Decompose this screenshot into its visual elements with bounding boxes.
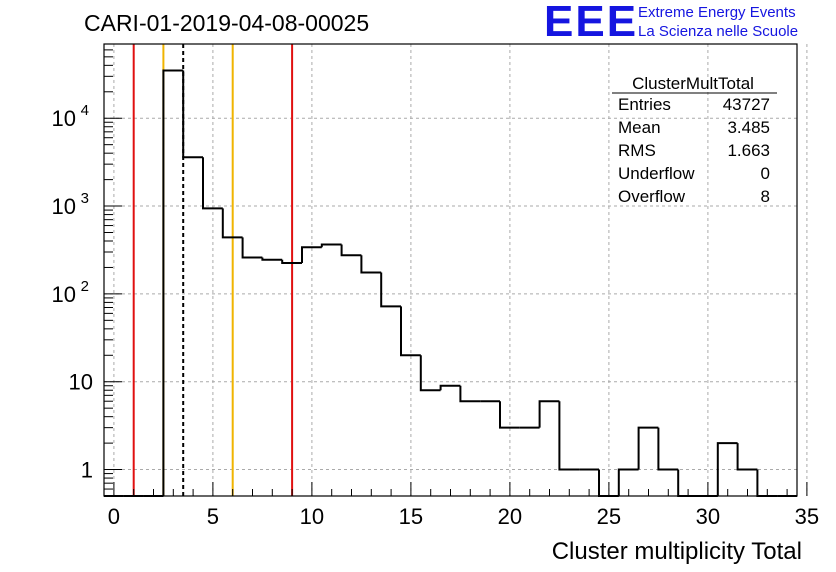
x-tick-label: 30 <box>696 504 720 529</box>
stats-row-label: Mean <box>618 118 661 137</box>
axis-layer: 0 5 10 15 20 25 30 35 1 10 10 2 10 3 10 4 <box>52 43 819 529</box>
logo-line-1: Extreme Energy Events <box>638 4 796 21</box>
histogram-bin <box>261 257 283 261</box>
histogram-bin <box>301 246 322 263</box>
histogram-bin <box>558 401 580 471</box>
stats-title: ClusterMultTotal <box>632 74 754 93</box>
eee-logo: EEE Extreme Energy Events La Scienza nel… <box>544 0 834 46</box>
y-tick-label: 1 <box>81 458 93 483</box>
y-tick-exponent: 2 <box>81 278 89 295</box>
histogram-bin <box>499 401 520 429</box>
stats-row-value: 8 <box>761 187 770 206</box>
x-tick-label: 15 <box>399 504 423 529</box>
histogram-bin <box>439 384 461 391</box>
x-tick-label: 0 <box>108 504 120 529</box>
histogram-bin <box>340 244 362 257</box>
x-tick-label: 5 <box>207 504 219 529</box>
grid-layer <box>104 44 808 496</box>
histogram-bin <box>716 442 738 496</box>
x-tick-label: 10 <box>300 504 324 529</box>
histogram-bin <box>360 255 382 274</box>
histogram-bin <box>736 443 758 471</box>
stats-row-label: Entries <box>618 95 671 114</box>
stats-row-value: 43727 <box>723 95 770 114</box>
stats-row-value: 3.485 <box>727 118 770 137</box>
y-tick-exponent: 4 <box>81 102 89 119</box>
histogram-bin <box>241 237 263 259</box>
logo-mark: EEE <box>544 0 639 46</box>
x-tick-label: 20 <box>498 504 522 529</box>
histogram-bin <box>459 385 481 403</box>
logo-line-2: La Scienza nelle Scuole <box>638 23 799 40</box>
histogram-bin <box>320 243 342 248</box>
y-tick-exponent: 3 <box>81 190 89 207</box>
x-tick-label: 25 <box>597 504 621 529</box>
histogram-bin <box>202 157 223 210</box>
y-tick-label: 10 <box>69 370 93 395</box>
histogram-bin <box>637 426 659 470</box>
histogram-bin <box>617 468 639 496</box>
histogram-bin <box>182 70 203 159</box>
stats-box: ClusterMultTotal Cluster multiplicity To… <box>552 74 802 565</box>
histogram-bin <box>281 259 302 264</box>
stats-row-value: 0 <box>761 164 770 183</box>
histogram-bin <box>419 355 441 392</box>
y-tick-label: 10 <box>52 282 76 307</box>
y-tick-label: 10 <box>52 194 76 219</box>
x-tick-label: 35 <box>795 504 819 529</box>
x-axis-label: Cluster multiplicity Total <box>552 538 802 565</box>
stats-row-label: Overflow <box>618 187 686 206</box>
y-tick-label: 10 <box>52 106 76 131</box>
histogram-bin <box>380 272 401 308</box>
histogram-bin <box>221 208 243 239</box>
histogram-bin <box>657 427 679 471</box>
histogram-bin <box>162 69 184 496</box>
chart-title: CARI-01-2019-04-08-00025 <box>84 10 370 36</box>
stats-row-label: RMS <box>618 141 656 160</box>
histogram-bin <box>400 306 421 357</box>
histogram-layer <box>104 69 797 497</box>
histogram-bin <box>538 400 560 428</box>
stats-row-label: Underflow <box>618 164 695 183</box>
plot-frame <box>103 43 798 497</box>
stats-row-value: 1.663 <box>727 141 770 160</box>
